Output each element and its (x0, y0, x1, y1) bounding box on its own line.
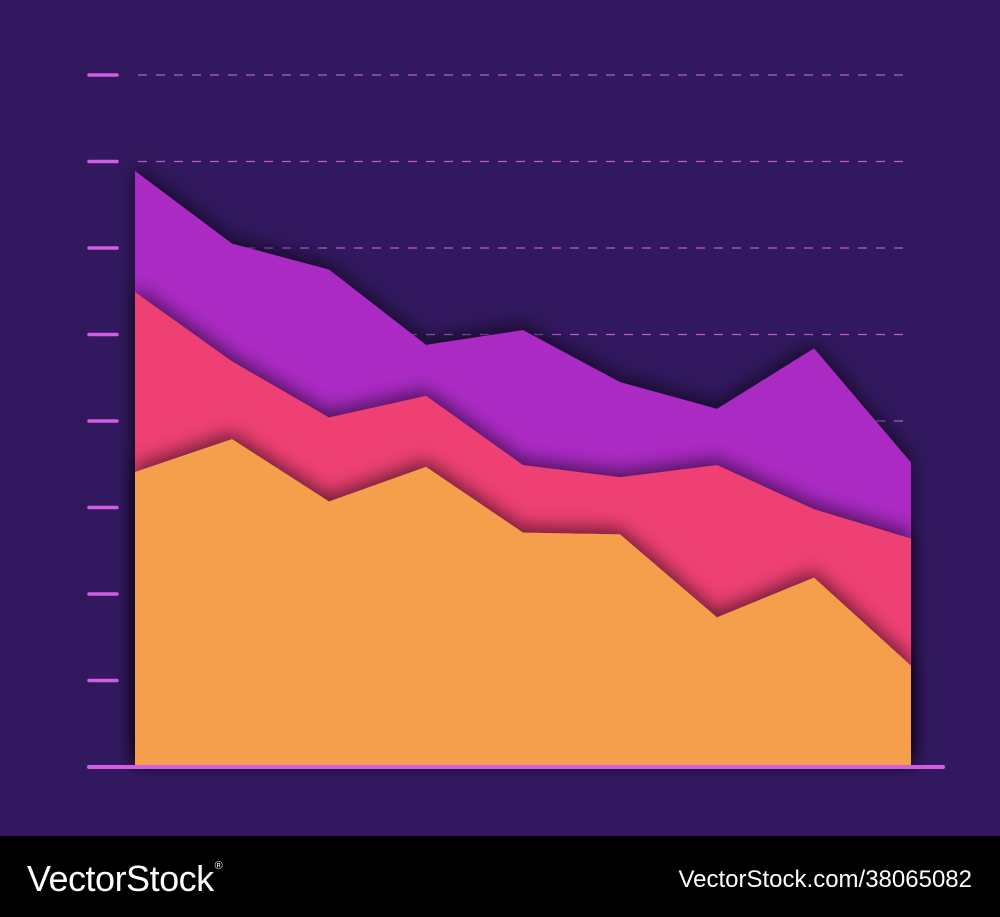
registered-mark: ® (214, 860, 223, 872)
chart-area (0, 0, 1000, 836)
brand-name: VectorStock (27, 858, 214, 899)
y-axis-ticks (87, 73, 119, 683)
stacked-area-chart (0, 0, 1000, 836)
area-series-1 (135, 439, 911, 767)
brand-logo: VectorStock® (27, 858, 223, 900)
image-id-text: VectorStock.com/38065082 (678, 866, 972, 893)
area-series-group (135, 171, 911, 767)
watermark-footer: VectorStock® VectorStock.com/38065082 (0, 836, 1000, 917)
